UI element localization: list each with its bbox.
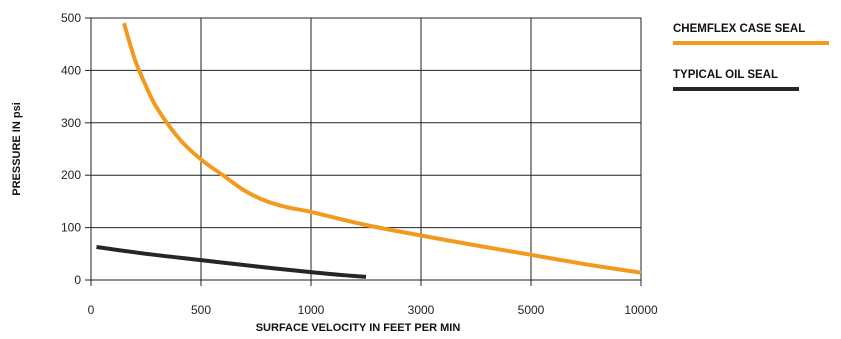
series-line-chemflex-case-seal (122, 22, 642, 275)
x-tick-label: 3000 (408, 303, 435, 317)
data-series (96, 22, 642, 279)
y-axis-title: PRESSURE IN psi (11, 102, 23, 196)
series-line-typical-oil-seal (96, 245, 367, 279)
x-tick-label: 500 (191, 303, 211, 317)
y-tick-label: 400 (61, 63, 81, 77)
legend: CHEMFLEX CASE SEAL TYPICAL OIL SEAL (673, 23, 829, 91)
y-tick-label: 100 (61, 221, 81, 235)
y-axis-ticks: 0 100 200 300 400 500 (61, 11, 91, 287)
x-tick-label: 5000 (518, 303, 545, 317)
x-axis-title: SURFACE VELOCITY IN FEET PER MIN (256, 322, 461, 334)
y-tick-label: 500 (61, 11, 81, 25)
y-tick-label: 200 (61, 168, 81, 182)
x-axis-ticks: 0 500 1000 3000 5000 10000 (88, 280, 658, 317)
legend-label-chemflex-case-seal: CHEMFLEX CASE SEAL (673, 23, 805, 35)
plot-frame (90, 17, 642, 281)
y-tick-label: 300 (61, 116, 81, 130)
x-tick-label: 10000 (624, 303, 658, 317)
grid-lines (90, 17, 642, 281)
legend-label-typical-oil-seal: TYPICAL OIL SEAL (673, 69, 778, 81)
y-tick-label: 0 (74, 273, 81, 287)
x-tick-label: 1000 (298, 303, 325, 317)
x-tick-label: 0 (88, 303, 95, 317)
